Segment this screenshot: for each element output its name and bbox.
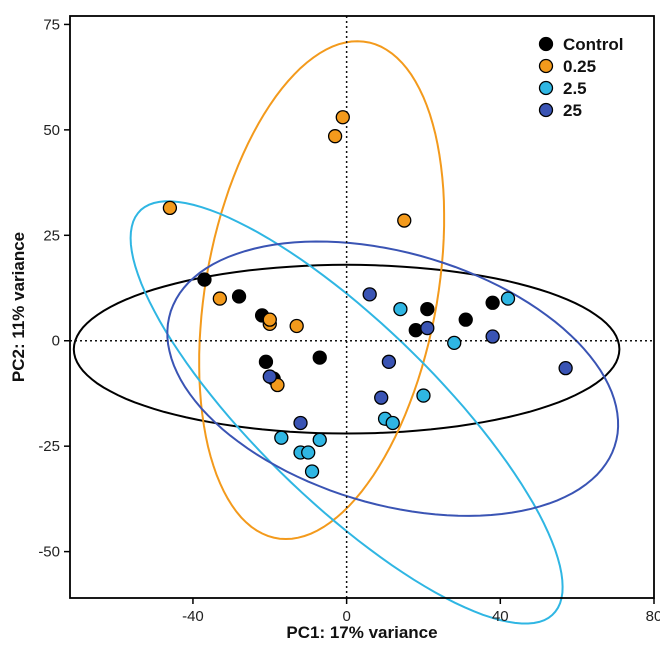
point-s3-4	[304, 464, 320, 479]
point-s3-11	[500, 291, 516, 306]
axis-ticks: -40 0 40 80 -50 -25 0 25 50 75	[38, 16, 660, 625]
point-s1-2	[231, 289, 247, 304]
point-s1-6	[312, 350, 327, 365]
point-s2-9	[397, 213, 412, 228]
legend-label-1: Control	[563, 35, 623, 54]
point-s3-7	[385, 415, 400, 431]
ellipse-1	[72, 263, 621, 435]
point-s2-1	[162, 200, 178, 216]
y-tick-label: 0	[52, 333, 60, 350]
point-s3-3	[301, 445, 316, 460]
x-tick-label: -40	[182, 608, 204, 625]
point-s4-4	[374, 390, 389, 405]
y-tick-label: 75	[43, 16, 60, 33]
point-s3-8	[393, 301, 408, 317]
point-s3-9	[416, 388, 431, 403]
point-s4-3	[362, 287, 377, 302]
point-s2-6	[289, 318, 304, 334]
legend-swatch-4	[538, 102, 554, 118]
ellipse-2	[198, 40, 446, 541]
y-tick-label: 25	[43, 227, 60, 244]
point-s1-4	[258, 354, 274, 369]
y-tick-label: -50	[38, 544, 60, 561]
legend-label-2: 0.25	[563, 57, 596, 76]
ellipse-4	[166, 240, 620, 517]
point-s4-7	[485, 329, 500, 344]
x-tick-label: 0	[342, 608, 350, 625]
legend-swatch-1	[538, 36, 554, 52]
plot-frame	[69, 15, 655, 599]
point-s4-8	[558, 361, 573, 376]
data-points	[162, 110, 573, 479]
point-s1-8	[420, 301, 435, 317]
legend-label-3: 2.5	[563, 79, 587, 98]
point-s2-7	[327, 129, 343, 144]
y-tick-label: 50	[43, 122, 60, 139]
point-s2-8	[335, 110, 350, 125]
point-s1-9	[458, 312, 473, 327]
point-s4-1	[262, 369, 277, 384]
y-tick-label: -25	[38, 438, 60, 455]
point-s2-4	[262, 312, 277, 327]
point-s2-2	[212, 291, 227, 306]
legend-swatch-3	[538, 80, 554, 96]
point-s1-10	[485, 295, 500, 310]
point-s1-1	[197, 272, 212, 287]
x-tick-label: 80	[646, 608, 660, 625]
point-s1-7	[408, 323, 423, 338]
confidence-ellipses	[72, 40, 621, 625]
point-s4-6	[420, 320, 435, 336]
point-s3-5	[312, 432, 327, 447]
plot-border	[69, 15, 655, 599]
point-s3-1	[274, 430, 289, 445]
y-axis-title: PC2: 11% variance	[9, 232, 28, 382]
point-s3-10	[447, 335, 462, 350]
x-tick-label: 40	[492, 608, 509, 625]
point-s4-2	[293, 415, 308, 431]
legend-label-4: 25	[563, 101, 582, 120]
legend-swatch-2	[538, 58, 554, 74]
ellipse-3	[129, 200, 564, 625]
point-s4-5	[381, 354, 397, 369]
x-axis-title: PC1: 17% variance	[286, 623, 437, 642]
legend: Control 0.25 2.5 25	[538, 35, 623, 120]
